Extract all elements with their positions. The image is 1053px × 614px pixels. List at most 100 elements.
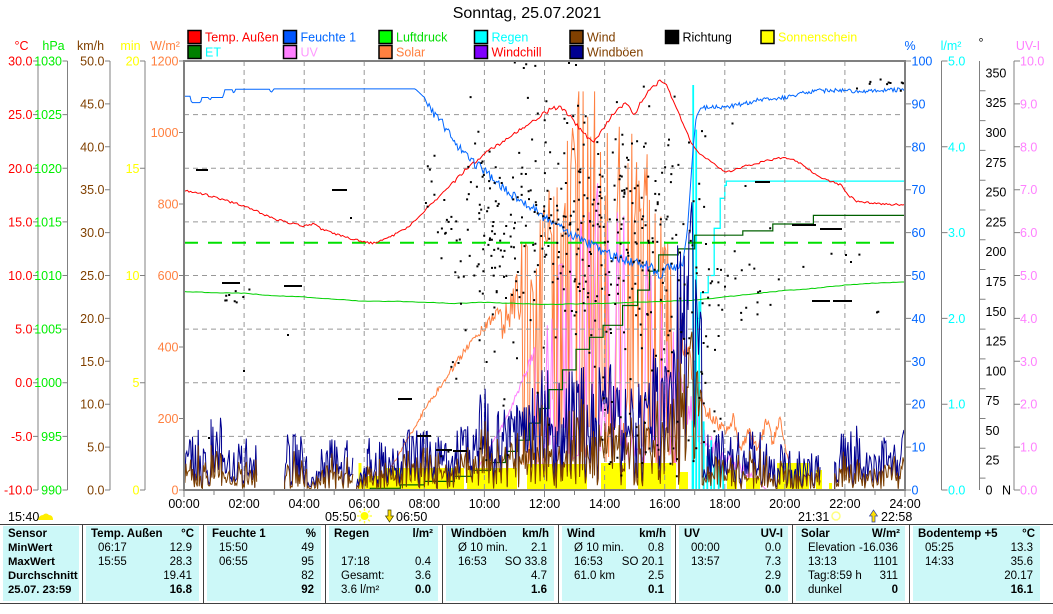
svg-text:75: 75 (986, 394, 1000, 408)
svg-text:10: 10 (126, 269, 140, 283)
svg-text:100: 100 (986, 364, 1007, 378)
svg-text:30.0: 30.0 (8, 55, 32, 69)
svg-text:05:25: 05:25 (925, 542, 954, 554)
svg-text:40: 40 (912, 312, 926, 326)
svg-text:4.7: 4.7 (531, 570, 547, 582)
svg-text:0: 0 (986, 484, 993, 498)
svg-text:14:00: 14:00 (589, 497, 620, 511)
svg-text:25: 25 (986, 454, 1000, 468)
svg-text:1015: 1015 (34, 215, 62, 229)
svg-text:21:31: 21:31 (798, 510, 829, 524)
svg-text:35.0: 35.0 (80, 183, 104, 197)
svg-text:0.0: 0.0 (765, 584, 781, 596)
svg-text:350: 350 (986, 66, 1007, 80)
svg-text:82: 82 (301, 570, 314, 582)
svg-text:08:00: 08:00 (409, 497, 440, 511)
svg-text:10: 10 (912, 441, 926, 455)
svg-text:10.0: 10.0 (1020, 55, 1044, 69)
svg-text:15:50: 15:50 (219, 542, 248, 554)
svg-text:0.0: 0.0 (948, 484, 965, 498)
svg-text:300: 300 (986, 126, 1007, 140)
svg-text:Ø 10 min.: Ø 10 min. (574, 542, 624, 554)
svg-text:22:58: 22:58 (881, 510, 912, 524)
svg-text:1025: 1025 (34, 108, 62, 122)
svg-text:12:00: 12:00 (529, 497, 560, 511)
svg-text:600: 600 (158, 269, 179, 283)
svg-text:250: 250 (986, 186, 1007, 200)
svg-text:02:00: 02:00 (228, 497, 259, 511)
svg-text:14:33: 14:33 (925, 556, 954, 568)
svg-text:15.0: 15.0 (80, 355, 104, 369)
svg-text:200: 200 (158, 412, 179, 426)
svg-text:06:50: 06:50 (396, 510, 427, 524)
svg-text:SO 20.1: SO 20.1 (622, 556, 664, 568)
svg-text:19.41: 19.41 (163, 570, 192, 582)
svg-text:ET: ET (205, 46, 221, 60)
svg-text:275: 275 (986, 156, 1007, 170)
svg-text:995: 995 (41, 430, 62, 444)
svg-text:20:00: 20:00 (769, 497, 800, 511)
svg-text:05:50: 05:50 (325, 510, 356, 524)
svg-text:SO 33.8: SO 33.8 (505, 556, 547, 568)
svg-text:°: ° (979, 36, 984, 50)
svg-text:Ø 10 min.: Ø 10 min. (458, 542, 508, 554)
svg-text:Richtung: Richtung (683, 31, 732, 45)
svg-text:1000: 1000 (34, 376, 62, 390)
svg-text:Windböen: Windböen (587, 46, 643, 60)
svg-text:30.0: 30.0 (80, 226, 104, 240)
svg-text:0: 0 (133, 484, 140, 498)
svg-text:0.0: 0.0 (1020, 484, 1037, 498)
svg-text:06:55: 06:55 (219, 556, 248, 568)
svg-text:3.6: 3.6 (415, 570, 431, 582)
svg-text:1000: 1000 (151, 126, 179, 140)
svg-text:5: 5 (133, 376, 140, 390)
svg-text:Elevation: Elevation (808, 542, 855, 554)
svg-text:N: N (1002, 484, 1011, 498)
svg-text:0.1: 0.1 (648, 584, 665, 596)
svg-text:225: 225 (986, 215, 1007, 229)
svg-text:16.8: 16.8 (170, 584, 193, 596)
svg-text:06:17: 06:17 (98, 542, 127, 554)
svg-text:Bodentemp +5: Bodentemp +5 (918, 528, 998, 540)
svg-text:800: 800 (158, 198, 179, 212)
svg-text:200: 200 (986, 245, 1007, 259)
svg-text:Durchschnitt: Durchschnitt (8, 570, 78, 582)
svg-text:12.9: 12.9 (170, 542, 192, 554)
svg-text:5.0: 5.0 (948, 55, 965, 69)
svg-text:Windchill: Windchill (492, 46, 542, 60)
svg-text:1005: 1005 (34, 323, 62, 337)
svg-text:20: 20 (912, 398, 926, 412)
svg-text:Feuchte 1: Feuchte 1 (301, 31, 357, 45)
svg-text:-16.036: -16.036 (859, 542, 898, 554)
svg-text:hPa: hPa (42, 39, 64, 53)
svg-text:1020: 1020 (34, 162, 62, 176)
svg-text:16:00: 16:00 (649, 497, 680, 511)
svg-text:Temp. Außen: Temp. Außen (91, 528, 163, 540)
svg-text:3.6 l/m²: 3.6 l/m² (341, 584, 380, 596)
svg-text:400: 400 (158, 341, 179, 355)
svg-text:Feuchte 1: Feuchte 1 (212, 528, 266, 540)
svg-text:24:00: 24:00 (889, 497, 920, 511)
svg-text:km/h: km/h (522, 528, 549, 540)
svg-text:W/m²: W/m² (150, 39, 180, 53)
svg-text:15:55: 15:55 (98, 556, 127, 568)
svg-text:13.3: 13.3 (1011, 542, 1033, 554)
svg-text:35.6: 35.6 (1011, 556, 1033, 568)
svg-text:10.0: 10.0 (8, 269, 32, 283)
svg-text:22:00: 22:00 (829, 497, 860, 511)
svg-text:Solar: Solar (396, 46, 425, 60)
svg-text:MaxWert: MaxWert (8, 556, 55, 568)
svg-text:4.0: 4.0 (948, 140, 965, 154)
svg-text:Windböen: Windböen (451, 528, 506, 540)
svg-text:Wind: Wind (567, 528, 595, 540)
svg-text:Tag:8:59 h: Tag:8:59 h (808, 570, 862, 582)
svg-text:UV: UV (301, 46, 319, 60)
svg-text:°C: °C (1022, 528, 1035, 540)
svg-text:25.07. 23:59: 25.07. 23:59 (8, 584, 71, 596)
svg-text:-5.0: -5.0 (11, 430, 33, 444)
svg-text:l/m²: l/m² (941, 39, 962, 53)
svg-text:1010: 1010 (34, 269, 62, 283)
svg-text:0.0: 0.0 (15, 376, 32, 390)
svg-text:15: 15 (126, 162, 140, 176)
svg-text:%: % (904, 39, 915, 53)
